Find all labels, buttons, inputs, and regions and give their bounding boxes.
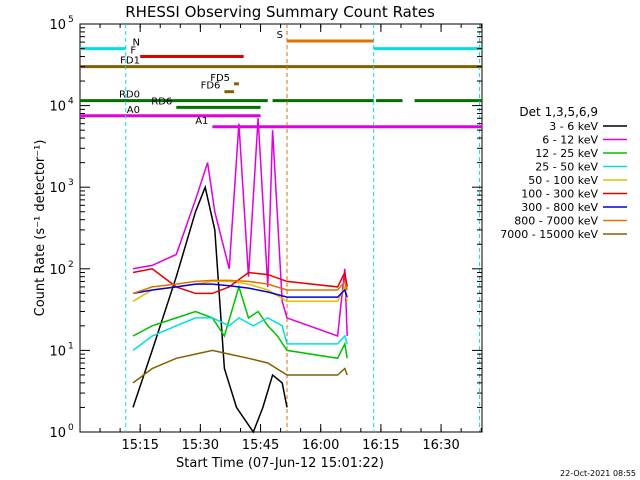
series-line [132, 283, 348, 298]
y-tick-exponent: 2 [68, 260, 74, 270]
x-tick-label: 15:30 [182, 438, 219, 453]
y-tick-label: 10 [49, 18, 66, 33]
legend-label: 50 - 100 keV [528, 174, 598, 187]
legend-label: 800 - 7000 keV [514, 215, 598, 228]
y-tick-label: 10 [49, 100, 66, 115]
y-tick-label: 10 [49, 426, 66, 441]
vertical-markers [125, 24, 481, 432]
x-axis-label: Start Time (07-Jun-12 15:01:22) [176, 456, 384, 471]
y-tick-exponent: 4 [68, 97, 74, 107]
legend-label: 300 - 800 keV [521, 201, 598, 214]
y-tick-exponent: 5 [68, 15, 74, 25]
x-tick-label: 16:00 [302, 438, 339, 453]
y-tick-exponent: 0 [68, 423, 74, 433]
x-tick-label: 16:30 [422, 438, 459, 453]
flag-label-a0: A0 [127, 105, 140, 116]
flag-label-f: F [130, 45, 136, 56]
flag-label-fd5: FD5 [210, 73, 230, 84]
series-line [132, 316, 348, 351]
y-tick-label: 10 [49, 181, 66, 196]
flag-label-rd0: RD0 [119, 90, 140, 101]
series-line [132, 284, 348, 360]
series-line [132, 118, 348, 338]
x-tick-label: 15:15 [121, 438, 158, 453]
legend-label: 3 - 6 keV [549, 120, 598, 133]
flag-label-fd1: FD1 [120, 56, 140, 67]
series-lines [132, 118, 348, 434]
legend-label: 12 - 25 keV [535, 147, 598, 160]
footer-timestamp: 22-Oct-2021 08:55 [560, 469, 636, 478]
flag-label-n: N [133, 38, 140, 49]
series-line [132, 184, 288, 434]
legend-label: 100 - 300 keV [521, 188, 598, 201]
legend-label: 25 - 50 keV [535, 161, 598, 174]
x-tick-label: 15:45 [242, 438, 279, 453]
y-axis-label: Count Rate (s⁻¹ detector⁻¹) [33, 140, 48, 317]
y-tick-exponent: 3 [68, 178, 74, 188]
series-line [132, 279, 348, 295]
legend-label: 7000 - 15000 keV [500, 228, 598, 241]
y-tick-label: 10 [49, 344, 66, 359]
flag-label-a1: A1 [195, 116, 208, 127]
x-axis: 15:15 15:30 15:45 16:00 16:15 16:30 [79, 24, 482, 453]
flag-label-rd6: RD6 [151, 96, 172, 107]
x-tick-label: 16:15 [362, 438, 399, 453]
chart-title: RHESSI Observing Summary Count Rates [125, 3, 435, 21]
y-tick-label: 10 [49, 263, 66, 278]
series-line [132, 349, 348, 384]
flag-label-s: S [277, 30, 283, 41]
flag-label-fd6: FD6 [201, 81, 221, 92]
legend-title: Det 1,3,5,6,9 [519, 105, 598, 119]
legend-label: 6 - 12 keV [542, 134, 598, 147]
y-tick-exponent: 1 [68, 341, 74, 351]
